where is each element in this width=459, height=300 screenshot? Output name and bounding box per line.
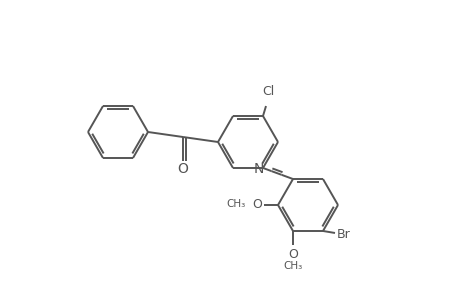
Text: O: O (177, 162, 188, 176)
Text: CH₃: CH₃ (226, 199, 246, 209)
Text: O: O (252, 199, 262, 212)
Text: CH₃: CH₃ (283, 261, 302, 271)
Text: Cl: Cl (261, 85, 274, 98)
Text: Br: Br (336, 229, 350, 242)
Text: O: O (287, 248, 297, 261)
Text: N: N (253, 162, 264, 176)
